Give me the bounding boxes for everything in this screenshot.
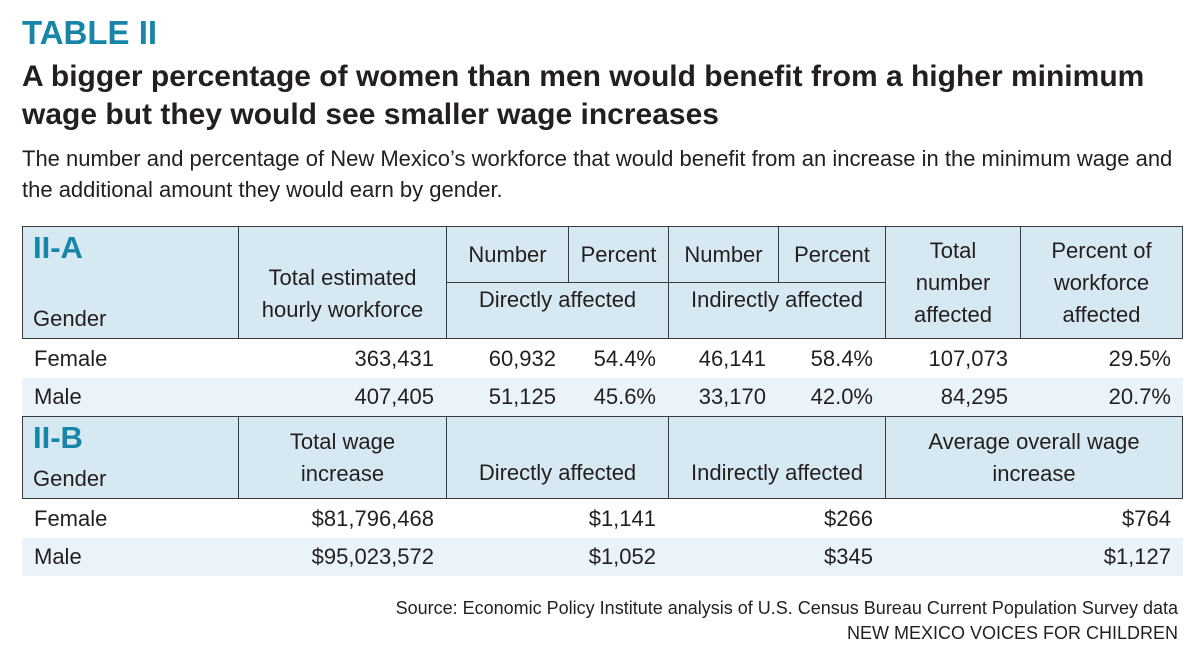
table-row: Female 363,431 60,932 54.4% 46,141 58.4%…: [22, 340, 1183, 378]
cell-direct-number: 60,932: [488, 346, 556, 371]
organization: NEW MEXICO VOICES FOR CHILDREN: [846, 623, 1178, 643]
header-gender-cell: [22, 226, 239, 339]
cell-gender: Female: [34, 346, 108, 371]
cell-gender: Male: [34, 384, 82, 409]
source-note: Source: Economic Policy Institute analys…: [395, 598, 1178, 618]
header-gender: Gender: [33, 306, 107, 331]
header-directly-affected: Directly affected: [446, 282, 669, 339]
header-gender-cell-b: [22, 416, 239, 499]
cell-indirect-number: 46,141: [698, 346, 766, 371]
cell-percent-workforce: 20.7%: [1108, 384, 1171, 409]
cell-workforce: 407,405: [354, 384, 434, 409]
cell-direct-percent: 45.6%: [593, 384, 656, 409]
cell-direct-percent: 54.4%: [593, 346, 656, 371]
header-b-direct: Directly affected: [446, 416, 669, 499]
table-row: Female $81,796,468 $1,141 $266 $764: [22, 500, 1183, 538]
cell-indirect: $266: [824, 506, 873, 531]
header-total-affected: Total number affected: [885, 226, 1021, 339]
section-a-label: II-A: [33, 230, 83, 265]
section-b-label: II-B: [33, 420, 83, 455]
cell-workforce: 363,431: [354, 346, 434, 371]
table-row: Male $95,023,572 $1,052 $345 $1,127: [22, 538, 1183, 576]
header-b-indirect: Indirectly affected: [668, 416, 886, 499]
cell-direct-number: 51,125: [488, 384, 556, 409]
header-indirect-number: Number: [668, 226, 779, 283]
cell-average: $1,127: [1103, 544, 1171, 569]
cell-indirect-percent: 42.0%: [810, 384, 873, 409]
cell-indirect-number: 33,170: [698, 384, 766, 409]
cell-gender: Female: [34, 506, 108, 531]
cell-percent-workforce: 29.5%: [1108, 346, 1171, 371]
cell-indirect: $345: [824, 544, 873, 569]
header-percent-workforce: Percent of workforce affected: [1020, 226, 1183, 339]
page-title: A bigger percentage of women than men wo…: [22, 60, 1145, 131]
table-row: Male 407,405 51,125 45.6% 33,170 42.0% 8…: [22, 378, 1183, 416]
header-total-wage: Total wage increase: [238, 416, 447, 499]
cell-gender: Male: [34, 544, 82, 569]
header-workforce: Total estimated hourly workforce: [238, 226, 447, 339]
header-direct-percent: Percent: [568, 226, 669, 283]
cell-total-wage: $95,023,572: [311, 544, 434, 569]
cell-average: $764: [1122, 506, 1171, 531]
cell-total-wage: $81,796,468: [311, 506, 434, 531]
cell-total: 107,073: [928, 346, 1008, 371]
header-indirect-percent: Percent: [778, 226, 886, 283]
header-gender-b: Gender: [33, 466, 107, 491]
header-average-wage: Average overall wage increase: [885, 416, 1183, 499]
cell-total: 84,295: [940, 384, 1008, 409]
cell-direct: $1,052: [588, 544, 656, 569]
subtitle: The number and percentage of New Mexico’…: [22, 146, 1173, 202]
cell-direct: $1,141: [588, 506, 656, 531]
header-indirectly-affected: Indirectly affected: [668, 282, 886, 339]
cell-indirect-percent: 58.4%: [810, 346, 873, 371]
header-direct-number: Number: [446, 226, 569, 283]
table-label: TABLE II: [22, 14, 158, 51]
